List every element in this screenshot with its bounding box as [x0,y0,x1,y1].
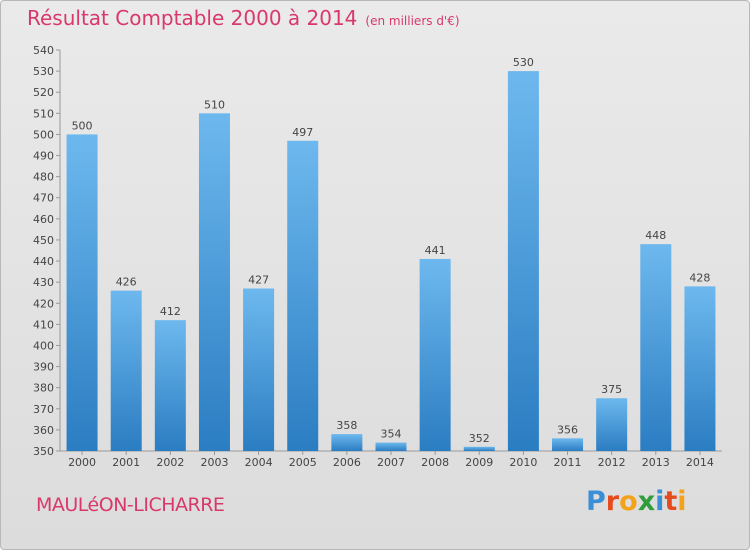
y-tick-label: 520 [33,86,54,99]
bar-value-label: 358 [336,419,357,432]
bar [110,290,142,451]
chart-x-ticks: 2000 2001 2002 2003 2004 2005 2006 2007 2008 2009… [68,451,714,469]
y-tick-label: 440 [33,255,54,268]
x-tick-label: 2002 [156,456,184,469]
bar-value-label: 428 [689,271,710,284]
bar-value-label: 375 [601,383,622,396]
proxiti-logo[interactable]: Proxiti [586,486,687,517]
y-tick-label: 390 [33,361,54,374]
bar [640,244,672,451]
bar-value-label: 500 [72,119,93,132]
chart-title: Résultat Comptable 2000 à 2014 [27,6,358,30]
bar [66,134,98,451]
chart-unit: (en milliers d'€) [365,14,460,28]
bar [287,140,319,451]
bar-value-label: 354 [381,428,402,441]
bar-value-label: 426 [116,276,137,289]
x-tick-label: 2014 [686,456,714,469]
bar-value-label: 497 [292,126,313,139]
bar [198,113,230,451]
y-tick-label: 410 [33,318,54,331]
bar-value-label: 510 [204,98,225,111]
bar [596,398,628,451]
bar-value-label: 412 [160,305,181,318]
x-tick-label: 2006 [333,456,361,469]
y-tick-label: 450 [33,234,54,247]
y-tick-label: 500 [33,128,54,141]
x-tick-label: 2009 [465,456,493,469]
logo-letter: i [677,486,687,517]
y-tick-label: 350 [33,445,54,458]
y-tick-label: 540 [33,44,54,57]
x-tick-label: 2004 [245,456,273,469]
bar [243,288,275,451]
logo-letter: r [605,486,620,517]
logo-letter: P [586,486,606,517]
x-tick-label: 2011 [554,456,582,469]
y-tick-label: 400 [33,339,54,352]
y-tick-label: 430 [33,276,54,289]
bar-value-label: 441 [425,244,446,257]
logo-letter: x [637,486,656,517]
y-tick-label: 480 [33,171,54,184]
x-tick-label: 2001 [112,456,140,469]
y-tick-label: 490 [33,150,54,163]
x-tick-label: 2013 [642,456,670,469]
bar [419,258,451,451]
chart-data-labels: 500 426 412 510 427 497 358 354 441 352 530 356 375 4… [72,56,711,445]
bar-value-label: 427 [248,273,269,286]
y-tick-label: 420 [33,297,54,310]
y-tick-label: 510 [33,107,54,120]
bar-value-label: 448 [645,229,666,242]
logo-letter: i [655,486,665,517]
x-tick-label: 2012 [598,456,626,469]
x-tick-label: 2003 [200,456,228,469]
y-tick-label: 360 [33,424,54,437]
bar-value-label: 352 [469,432,490,445]
bar [684,286,716,451]
bar [375,442,407,451]
chart-y-ticks: 350 360 370 380 390 400 410 420 430 440 450 460 470 4… [33,44,60,458]
logo-letter: t [664,486,678,517]
chart-title-block: Résultat Comptable 2000 à 2014 (en millie… [27,6,460,30]
bar-value-label: 356 [557,423,578,436]
x-tick-label: 2010 [509,456,537,469]
x-tick-label: 2007 [377,456,405,469]
commune-name: MAULéON-LICHARRE [36,494,225,516]
logo-letter: o [619,486,638,517]
x-tick-label: 2005 [289,456,317,469]
y-tick-label: 370 [33,403,54,416]
bar [463,446,495,451]
x-tick-label: 2000 [68,456,96,469]
bar-value-label: 530 [513,56,534,69]
bar [507,71,539,452]
bar [552,438,584,451]
y-tick-label: 460 [33,213,54,226]
bar [331,434,363,451]
x-tick-label: 2008 [421,456,449,469]
bar [154,320,186,451]
chart-bars [66,71,716,452]
y-tick-label: 380 [33,382,54,395]
y-tick-label: 530 [33,65,54,78]
y-tick-label: 470 [33,192,54,205]
